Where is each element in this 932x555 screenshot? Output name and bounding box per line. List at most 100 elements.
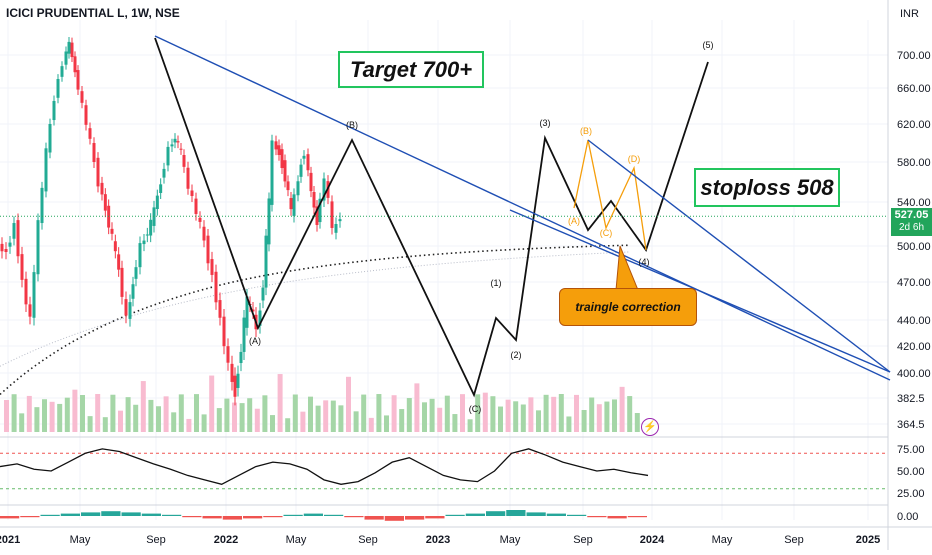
- time-tick-label: Sep: [358, 534, 378, 546]
- candle-body: [236, 373, 240, 388]
- macd-bar: [40, 514, 60, 516]
- time-tick-label: May: [286, 534, 307, 546]
- volume-bar: [110, 394, 116, 432]
- macd-bar: [627, 516, 647, 518]
- volume-bar: [239, 403, 245, 432]
- candle-body: [206, 235, 210, 264]
- candle-body: [315, 206, 319, 225]
- candle-body: [92, 143, 96, 162]
- volume-bar: [270, 415, 275, 432]
- alert-bolt-icon[interactable]: ⚡: [641, 418, 659, 436]
- elliott-wave-path: [154, 37, 709, 398]
- candle-body: [292, 194, 296, 216]
- volume-bar: [399, 409, 405, 432]
- volume-bar: [368, 417, 374, 432]
- volume-bar: [596, 404, 602, 432]
- candle-body: [28, 304, 32, 317]
- volume-bar: [102, 417, 108, 432]
- candle-body: [103, 194, 107, 211]
- candle-body: [48, 124, 52, 153]
- volume-bar: [498, 406, 503, 432]
- price-tick-label: 400.00: [897, 368, 931, 380]
- macd-bar: [162, 514, 182, 516]
- time-tick-label: May: [500, 534, 521, 546]
- candle-body: [96, 157, 100, 187]
- wave-label: (1): [491, 278, 502, 288]
- macd-bar: [222, 516, 242, 520]
- candle-body: [286, 181, 290, 191]
- candle-body: [251, 309, 255, 312]
- time-tick-label: Sep: [784, 534, 804, 546]
- volume-bar: [429, 398, 435, 432]
- volume-bar: [171, 412, 177, 432]
- volume-bar: [444, 395, 450, 432]
- candle-body: [239, 351, 243, 364]
- macd-bar: [364, 516, 384, 520]
- macd-bar: [607, 516, 627, 519]
- volume-bar: [140, 381, 146, 432]
- candle-body: [306, 154, 310, 171]
- rsi-tick-label: 75.00: [897, 444, 925, 456]
- candle-body: [36, 220, 40, 275]
- volume-bar: [308, 396, 313, 432]
- currency-label: INR: [900, 8, 919, 20]
- candle-body: [299, 164, 303, 177]
- candle-body: [155, 195, 159, 210]
- candle-body: [67, 41, 71, 54]
- candle-body: [20, 254, 24, 280]
- volume-bar: [125, 397, 131, 432]
- macd-bar: [81, 512, 101, 516]
- wave-label: (B): [346, 120, 358, 130]
- rsi-tick-label: 25.00: [897, 488, 925, 500]
- bar-countdown: 2d 6h: [898, 222, 925, 233]
- volume-bar: [216, 408, 222, 432]
- candle-body: [138, 243, 142, 268]
- macd-tick-label: 0.00: [897, 511, 918, 523]
- trendline-lower: [509, 209, 891, 373]
- price-tick-label: 700.00: [897, 50, 931, 62]
- candle-body: [70, 42, 74, 58]
- candle-body: [338, 219, 342, 222]
- volume-bar: [460, 394, 465, 432]
- volume-bar: [551, 396, 557, 432]
- volume-bar: [133, 404, 139, 432]
- macd-bar: [121, 512, 141, 516]
- volume-bar: [72, 389, 78, 432]
- volume-bar: [292, 394, 298, 432]
- candle-body: [214, 271, 218, 303]
- candle-body: [134, 267, 138, 279]
- moving-average-long: [0, 251, 631, 367]
- moving-average-line: [0, 244, 631, 396]
- candle-body: [84, 105, 88, 125]
- candle-body: [210, 259, 214, 275]
- candle-body: [312, 192, 316, 208]
- candle-body: [80, 91, 84, 103]
- volume-bar: [384, 415, 389, 432]
- volume-bar: [589, 397, 595, 432]
- volume-bar: [505, 399, 511, 432]
- volume-bar: [34, 407, 40, 432]
- volume-bar: [42, 399, 47, 432]
- volume-bar: [232, 402, 237, 432]
- volume-bar: [543, 394, 549, 432]
- candle-body: [218, 300, 222, 318]
- volume-bar: [536, 410, 541, 432]
- triangle-upper-line: [587, 139, 891, 373]
- volume-bar: [353, 411, 359, 432]
- volume-bar: [194, 394, 199, 432]
- macd-bar: [405, 516, 425, 520]
- volume-bar: [11, 394, 17, 432]
- candle-body: [233, 375, 237, 397]
- volume-bar: [64, 397, 70, 432]
- macd-bar: [243, 516, 263, 519]
- last-price-value: 527.05: [894, 209, 929, 221]
- candle-body: [60, 66, 64, 77]
- candle-body: [159, 184, 163, 193]
- macd-bar: [182, 516, 202, 518]
- wave-label: (D): [628, 154, 641, 164]
- volume-bar: [247, 398, 253, 432]
- candle-body: [76, 70, 80, 90]
- candle-body: [56, 79, 60, 98]
- wave-label: (C): [600, 228, 613, 238]
